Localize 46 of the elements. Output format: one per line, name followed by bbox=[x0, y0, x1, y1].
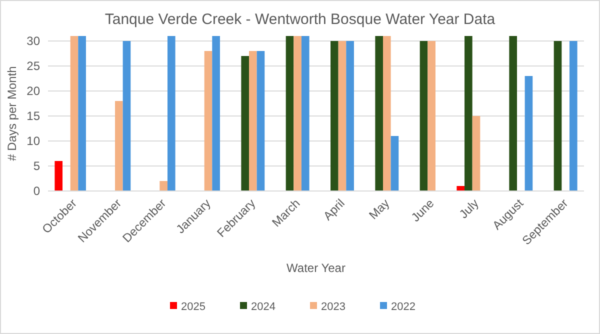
bar bbox=[375, 36, 383, 191]
y-tick-label: 20 bbox=[26, 84, 40, 98]
y-tick-label: 25 bbox=[26, 59, 40, 74]
y-tick-label: 10 bbox=[26, 134, 40, 148]
x-tick-label: July bbox=[456, 196, 482, 222]
legend-label: 2023 bbox=[321, 300, 346, 313]
x-axis-title: Water Year bbox=[286, 261, 346, 275]
bar bbox=[383, 36, 391, 191]
bar bbox=[301, 36, 310, 191]
legend-label: 2022 bbox=[391, 300, 416, 313]
bar bbox=[54, 161, 63, 191]
bar bbox=[167, 36, 176, 191]
bar bbox=[569, 41, 578, 191]
bar bbox=[256, 51, 265, 191]
y-tick-label: 30 bbox=[26, 34, 40, 48]
bar bbox=[115, 101, 123, 191]
bar bbox=[160, 181, 168, 191]
bar bbox=[346, 41, 354, 191]
x-tick-label: May bbox=[366, 196, 392, 222]
bar bbox=[338, 41, 346, 191]
bar bbox=[554, 41, 562, 191]
bar bbox=[428, 41, 436, 191]
legend-label: 2025 bbox=[181, 300, 206, 313]
bar bbox=[456, 186, 465, 191]
y-axis-title: # Days per Month bbox=[5, 66, 19, 161]
legend-label: 2024 bbox=[251, 300, 276, 313]
bar bbox=[204, 51, 212, 191]
bar bbox=[464, 36, 472, 191]
y-tick-label: 5 bbox=[33, 159, 40, 174]
bar bbox=[330, 41, 338, 191]
bar bbox=[524, 76, 533, 191]
bar bbox=[390, 136, 399, 191]
bar bbox=[286, 36, 294, 191]
bar bbox=[70, 36, 78, 191]
y-tick-label: 0 bbox=[33, 184, 40, 198]
y-tick-label: 15 bbox=[26, 109, 40, 124]
bar bbox=[420, 41, 428, 191]
bar bbox=[78, 36, 86, 191]
bar bbox=[122, 41, 131, 191]
bar bbox=[294, 36, 302, 191]
bar bbox=[472, 116, 480, 191]
bar bbox=[509, 36, 517, 191]
bar bbox=[241, 56, 249, 191]
bar bbox=[249, 51, 257, 191]
bar bbox=[212, 36, 220, 191]
chart-title: Tanque Verde Creek - Wentworth Bosque Water Year Data bbox=[104, 11, 496, 28]
